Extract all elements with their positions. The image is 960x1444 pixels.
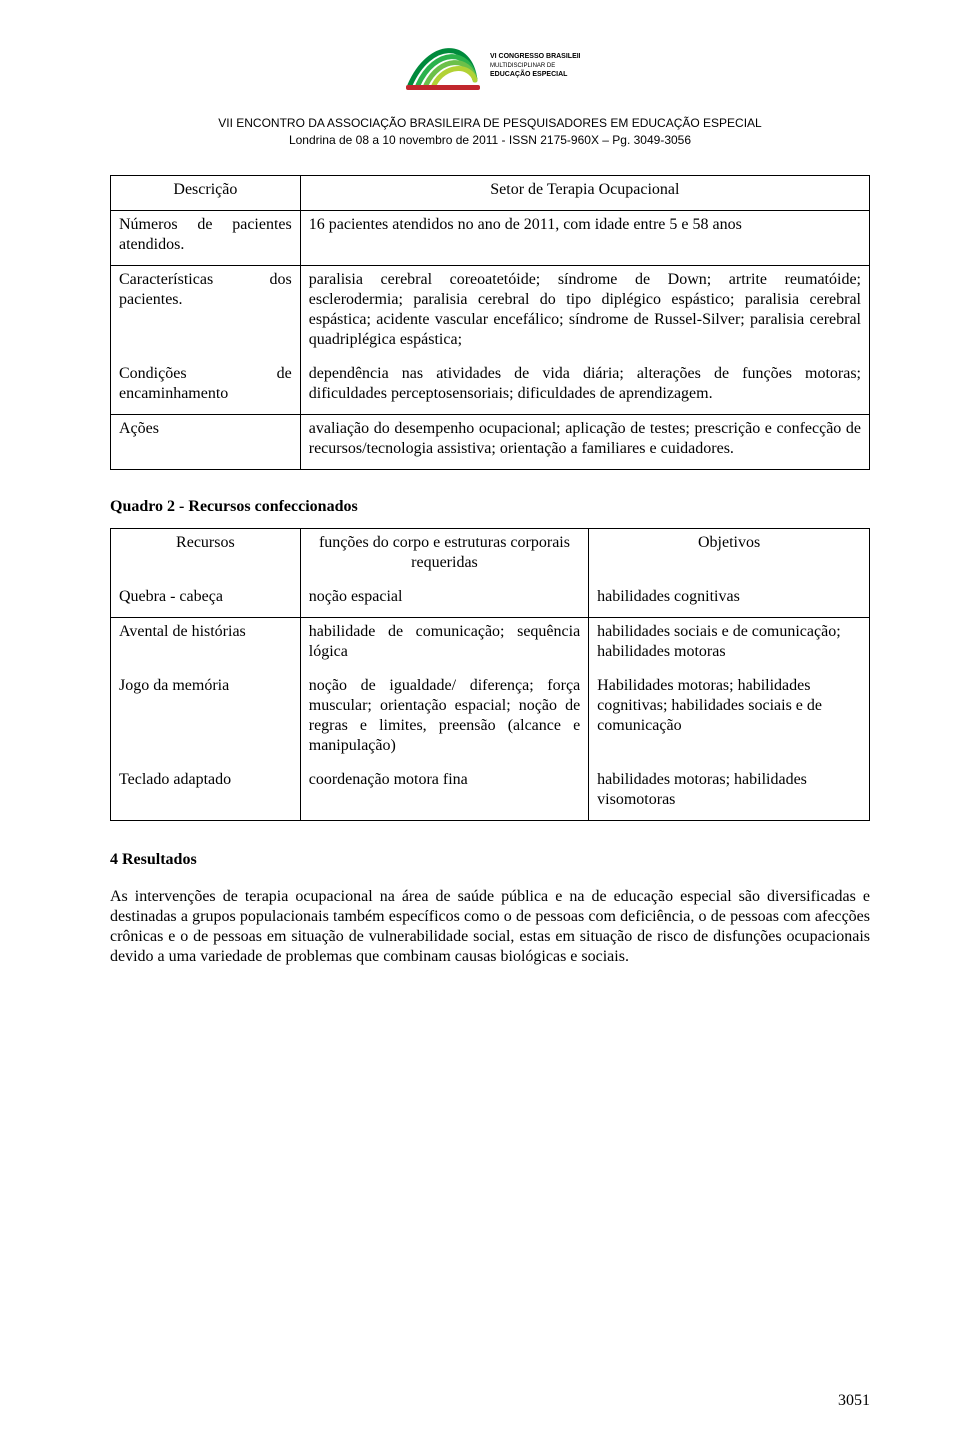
t2-r2-c1: Avental de histórias: [111, 617, 301, 672]
t2-r2-c2: habilidade de comunicação; sequência lóg…: [300, 617, 588, 672]
t2-r4-c1: Teclado adaptado: [111, 766, 301, 821]
t1-r1-c2: 16 pacientes atendidos no ano de 2011, c…: [300, 210, 869, 265]
header-logo-area: VI CONGRESSO BRASILEIRO MULTIDISCIPLINAR…: [110, 30, 870, 105]
t2-r2-c3: habilidades sociais e de comunicação; ha…: [589, 617, 870, 672]
table-1: Descrição Setor de Terapia Ocupacional N…: [110, 175, 870, 470]
t2-r1-c3: habilidades cognitivas: [589, 583, 870, 618]
t1-r1-c1: Números de pacientes atendidos.: [111, 210, 301, 265]
table-row: Características dos pacientes. paralisia…: [111, 265, 870, 360]
table-row: Avental de histórias habilidade de comun…: [111, 617, 870, 672]
t1-r4-c1: Ações: [111, 414, 301, 469]
t1-r2-c2: paralisia cerebral coreoatetóide; síndro…: [300, 265, 869, 360]
quadro-2-title-text: Quadro 2 - Recursos confeccionados: [110, 498, 358, 515]
table-row: Recursos funções do corpo e estruturas c…: [111, 528, 870, 583]
t1-r0-c2: Setor de Terapia Ocupacional: [300, 175, 869, 210]
svg-text:EDUCAÇÃO ESPECIAL: EDUCAÇÃO ESPECIAL: [490, 69, 568, 78]
table-row: Descrição Setor de Terapia Ocupacional: [111, 175, 870, 210]
t2-r4-c3: habilidades motoras; habilidades visomot…: [589, 766, 870, 821]
t2-h-c3: Objetivos: [589, 528, 870, 583]
t2-r1-c2: noção espacial: [300, 583, 588, 618]
t2-h-c1: Recursos: [111, 528, 301, 583]
t1-r3-c1: Condições de encaminhamento: [111, 360, 301, 415]
table-row: Condições de encaminhamento dependência …: [111, 360, 870, 415]
quadro-2-title: Quadro 2 - Recursos confeccionados: [110, 498, 870, 516]
table-2: Recursos funções do corpo e estruturas c…: [110, 528, 870, 821]
svg-text:MULTIDISCIPLINAR DE: MULTIDISCIPLINAR DE: [490, 63, 555, 69]
t2-h-c2: funções do corpo e estruturas corporais …: [300, 528, 588, 583]
header-line-1: VII ENCONTRO DA ASSOCIAÇÃO BRASILEIRA DE…: [110, 115, 870, 132]
results-paragraph: As intervenções de terapia ocupacional n…: [110, 887, 870, 967]
t1-r2-c1: Características dos pacientes.: [111, 265, 301, 360]
results-heading: 4 Resultados: [110, 851, 870, 869]
header-line-2: Londrina de 08 a 10 novembro de 2011 - I…: [110, 132, 870, 149]
table-row: Números de pacientes atendidos. 16 pacie…: [111, 210, 870, 265]
t1-r3-c2: dependência nas atividades de vida diári…: [300, 360, 869, 415]
t2-r1-c1: Quebra - cabeça: [111, 583, 301, 618]
header-text: VII ENCONTRO DA ASSOCIAÇÃO BRASILEIRA DE…: [110, 115, 870, 149]
table-row: Quebra - cabeça noção espacial habilidad…: [111, 583, 870, 618]
table-row: Teclado adaptado coordenação motora fina…: [111, 766, 870, 821]
t2-r4-c2: coordenação motora fina: [300, 766, 588, 821]
congress-logo-icon: VI CONGRESSO BRASILEIRO MULTIDISCIPLINAR…: [400, 30, 580, 105]
t2-r3-c1: Jogo da memória: [111, 672, 301, 766]
page-container: VI CONGRESSO BRASILEIRO MULTIDISCIPLINAR…: [0, 0, 960, 1444]
svg-text:VI CONGRESSO BRASILEIRO: VI CONGRESSO BRASILEIRO: [490, 53, 580, 60]
t2-r3-c2: noção de igualdade/ diferença; força mus…: [300, 672, 588, 766]
t1-r4-c2: avaliação do desempenho ocupacional; apl…: [300, 414, 869, 469]
page-number: 3051: [838, 1392, 870, 1410]
table-row: Ações avaliação do desempenho ocupaciona…: [111, 414, 870, 469]
table-row: Jogo da memória noção de igualdade/ dife…: [111, 672, 870, 766]
t2-r3-c3: Habilidades motoras; habilidades cogniti…: [589, 672, 870, 766]
t1-r0-c1: Descrição: [111, 175, 301, 210]
